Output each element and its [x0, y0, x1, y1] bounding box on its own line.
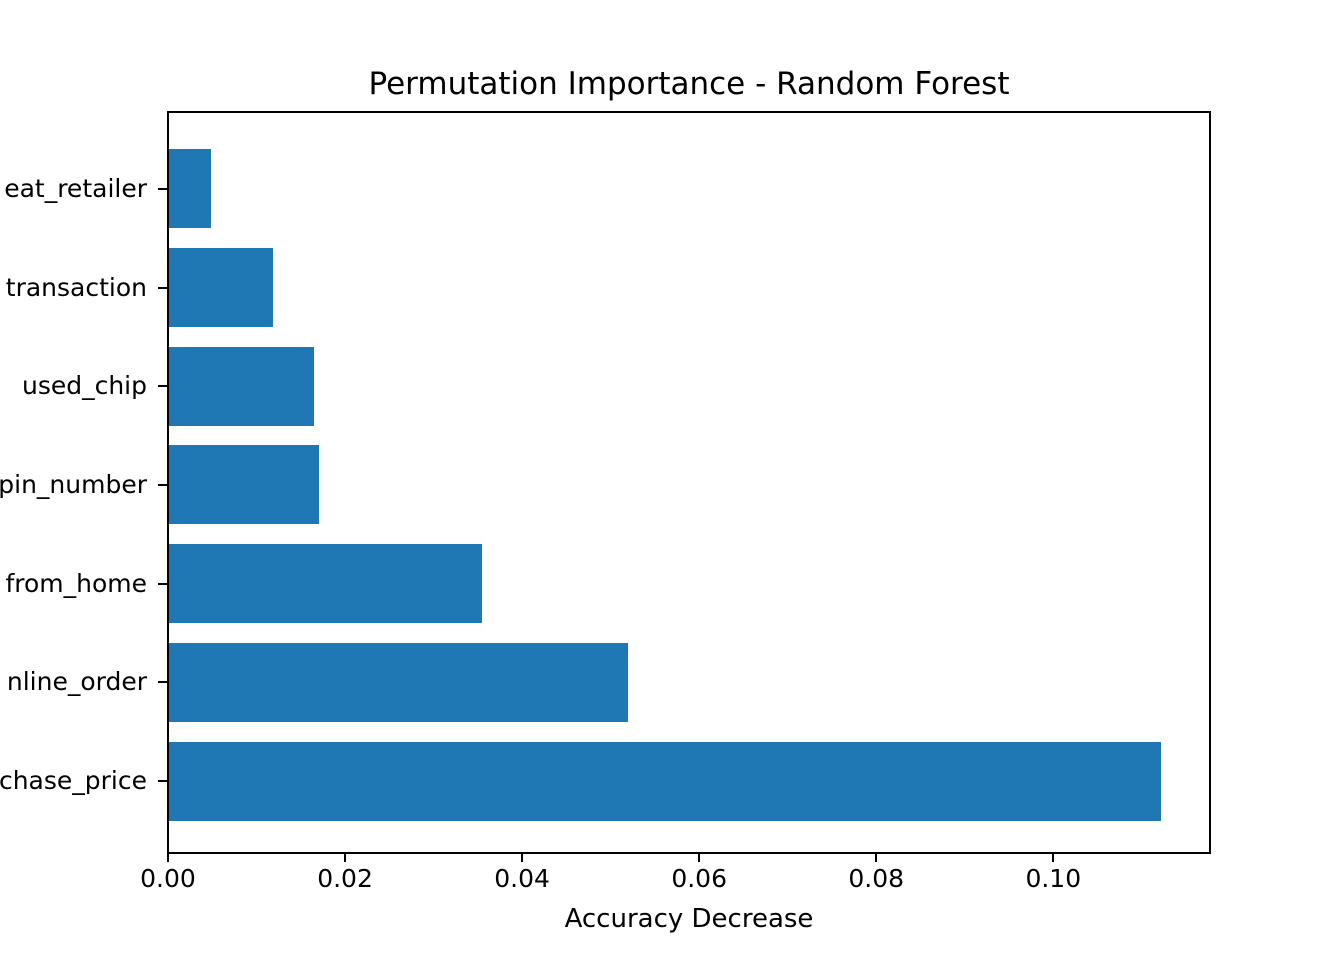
x-tick-mark: [1052, 853, 1055, 862]
x-axis-label: Accuracy Decrease: [564, 904, 814, 934]
x-tick-mark: [698, 853, 701, 862]
y-tick-label: pin_number: [0, 469, 147, 499]
y-tick-label: eat_retailer: [4, 173, 147, 203]
x-tick-label: 0.02: [317, 864, 373, 893]
y-tick-label: transaction: [5, 272, 147, 302]
x-tick-label: 0.10: [1025, 864, 1082, 893]
y-tick-mark: [158, 483, 167, 486]
bar-nline_order: [169, 642, 629, 722]
bar-from_home: [169, 544, 482, 624]
x-tick-mark: [167, 853, 169, 862]
y-tick-mark: [158, 780, 167, 782]
x-tick-label: 0.06: [671, 864, 727, 893]
y-tick-mark: [158, 187, 167, 190]
x-tick-label: 0.08: [848, 864, 905, 893]
x-tick-mark: [875, 853, 878, 862]
bar-used_chip: [169, 346, 315, 426]
bar-chase_price: [169, 741, 1162, 821]
bar-eat_retailer: [169, 149, 211, 229]
y-tick-label: chase_price: [0, 766, 147, 795]
x-tick-label: 0.00: [140, 864, 196, 893]
x-tick-mark: [521, 853, 524, 862]
bar-transaction: [169, 248, 274, 327]
y-tick-mark: [158, 286, 167, 289]
x-tick-mark: [344, 853, 347, 862]
plot-area: [167, 111, 1211, 854]
y-tick-mark: [158, 582, 167, 585]
y-tick-label: nline_order: [6, 667, 147, 697]
y-tick-mark: [158, 385, 167, 388]
y-tick-label: used_chip: [21, 371, 147, 401]
chart-title: Permutation Importance - Random Forest: [368, 66, 1010, 102]
x-tick-label: 0.04: [494, 864, 550, 893]
bar-pin_number: [169, 445, 319, 525]
y-tick-mark: [158, 681, 167, 684]
y-tick-label: from_home: [5, 568, 147, 598]
